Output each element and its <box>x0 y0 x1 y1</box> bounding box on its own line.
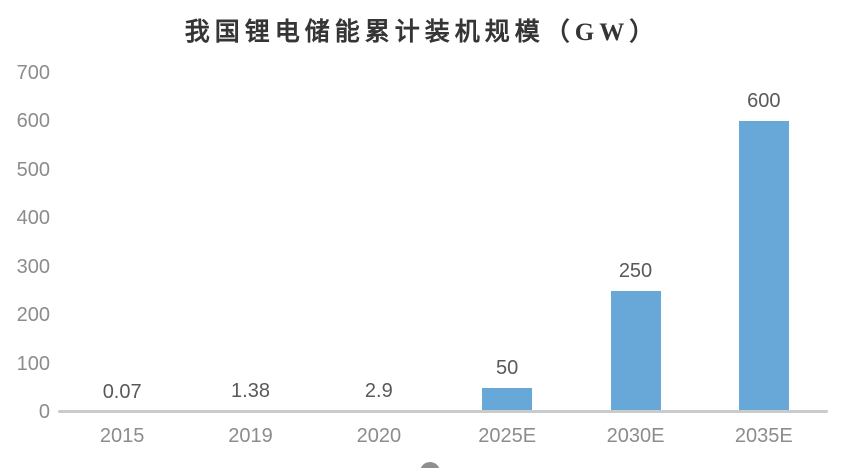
y-tick-label: 200 <box>16 304 50 327</box>
y-tick-label: 500 <box>16 158 50 181</box>
value-label: 250 <box>618 259 653 282</box>
x-tick-label: 2030E <box>606 425 665 447</box>
bar-slot: 2.9 <box>315 73 443 412</box>
bar-slot: 250 <box>572 73 700 412</box>
x-tick-label: 2019 <box>228 425 273 447</box>
x-tick-label: 2015 <box>99 425 145 447</box>
chart-title: 我国锂电储能累计装机规模（GW） <box>184 19 660 46</box>
bar-slot: 1.38 <box>187 73 315 412</box>
y-tick-label: 100 <box>16 352 50 375</box>
bar-2030E[interactable] <box>610 290 661 412</box>
y-tick-label: 0 <box>38 401 50 423</box>
bar-2025E[interactable] <box>482 387 533 412</box>
y-tick-label: 700 <box>16 62 50 84</box>
plot-area: 0.07 1.38 2.9 50 250 600 <box>58 73 828 412</box>
cropped-dot-artifact <box>420 462 440 468</box>
bar-slot: 50 <box>443 73 571 412</box>
value-label: 2.9 <box>364 379 393 402</box>
bar-slot: 0.07 <box>58 73 186 412</box>
value-label: 50 <box>496 356 519 379</box>
bar-slot: 600 <box>700 73 828 412</box>
y-tick-label: 400 <box>16 207 50 230</box>
y-tick-label: 300 <box>16 255 50 278</box>
x-tick-label: 2020 <box>356 425 402 447</box>
y-tick-label: 600 <box>16 110 50 133</box>
value-label: 600 <box>747 90 781 113</box>
value-label: 1.38 <box>231 379 270 402</box>
bar-2035E[interactable] <box>738 121 789 412</box>
x-tick-label: 2025E <box>478 425 537 447</box>
value-label: 0.07 <box>102 380 142 403</box>
x-axis-line <box>58 410 828 413</box>
x-tick-label: 2035E <box>734 425 793 447</box>
